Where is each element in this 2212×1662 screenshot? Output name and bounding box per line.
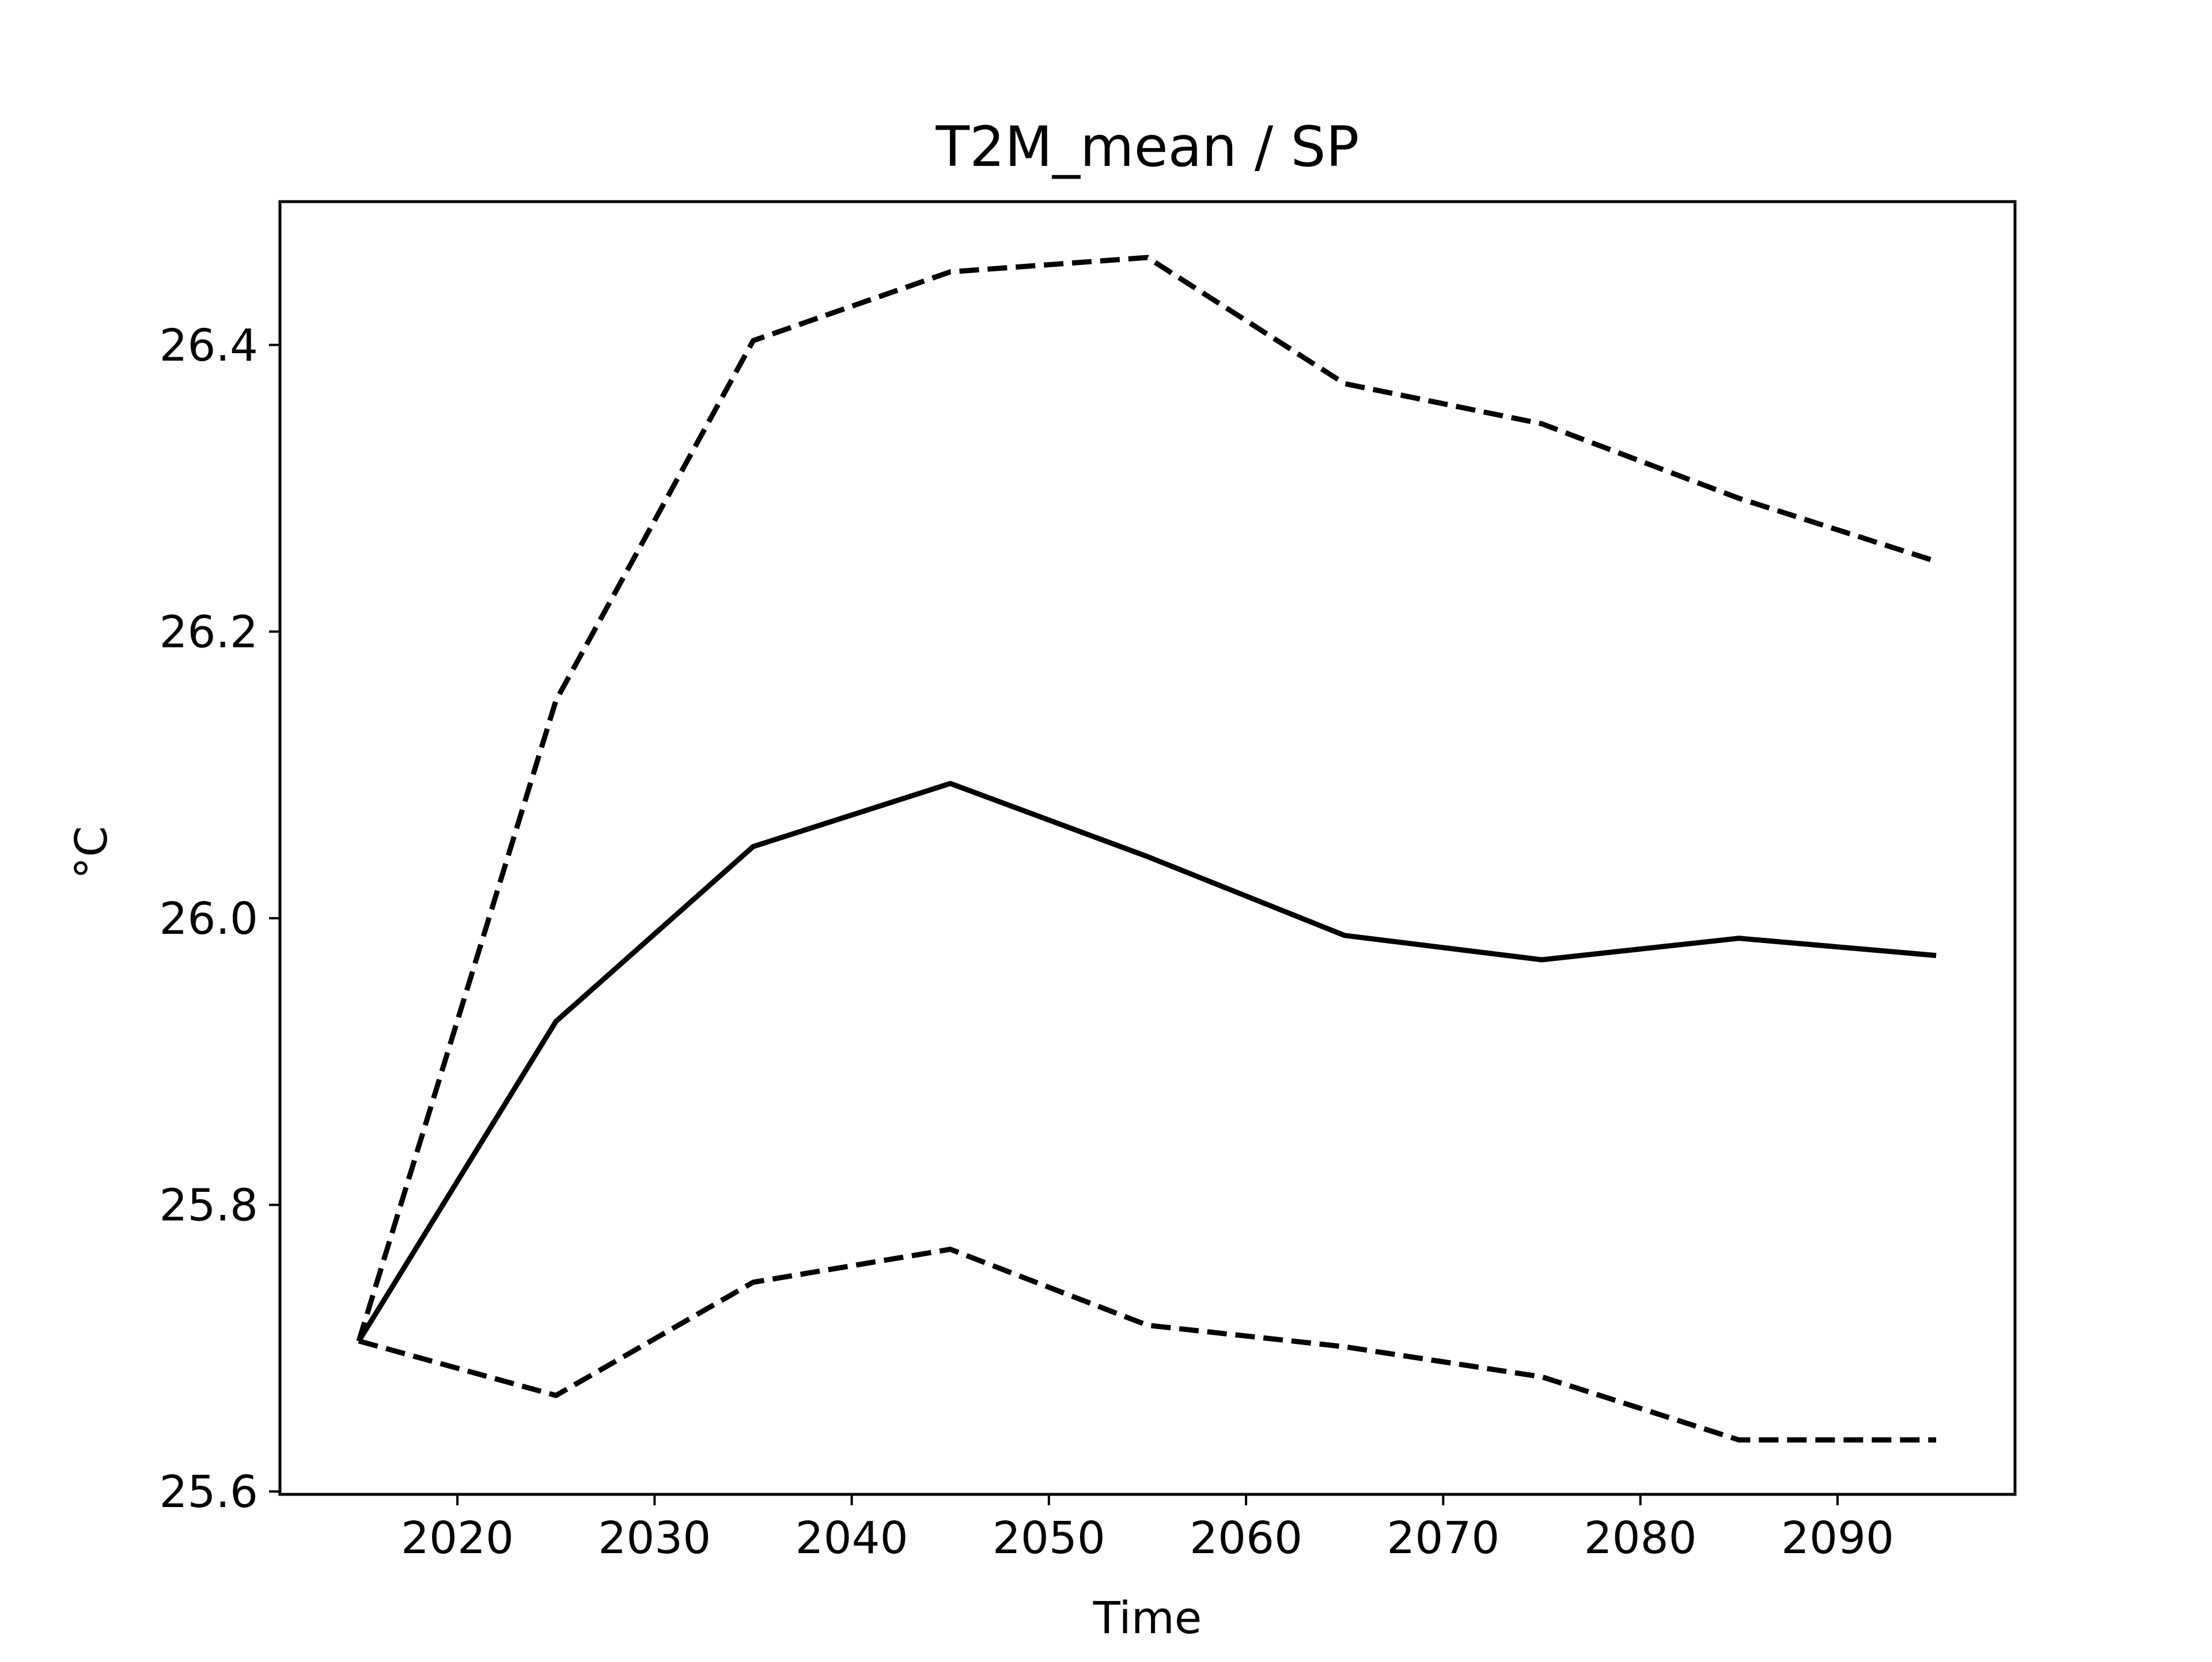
x-axis-label: Time (1093, 1593, 1202, 1644)
y-axis-label: °C (66, 826, 118, 879)
x-tick-label: 2050 (993, 1513, 1105, 1564)
x-tick-label: 2020 (401, 1513, 514, 1564)
chart-title: T2M_mean / SP (935, 115, 1359, 179)
x-tick-label: 2060 (1190, 1513, 1302, 1564)
y-tick-label: 26.4 (160, 320, 258, 372)
x-axis: 2020 2030 2040 2050 2060 2070 2080 2090 (401, 1494, 1894, 1564)
plot-area (356, 255, 1937, 1443)
y-tick-label: 25.8 (160, 1180, 258, 1231)
axes-frame (278, 200, 2017, 1496)
x-tick-label: 2030 (598, 1513, 711, 1564)
y-tick-label: 26.0 (160, 894, 258, 945)
x-tick-label: 2080 (1584, 1513, 1697, 1564)
y-axis: 25.6 25.8 26.0 26.2 26.4 (160, 320, 280, 1518)
series-line-solid (357, 781, 1937, 1343)
x-tick-label: 2090 (1781, 1513, 1894, 1564)
x-tick-label: 2040 (796, 1513, 908, 1564)
x-tick-label: 2070 (1387, 1513, 1499, 1564)
y-tick-label: 26.2 (160, 607, 258, 658)
series-line-dashed-1 (356, 255, 1937, 1342)
y-tick-label: 25.6 (160, 1467, 258, 1518)
